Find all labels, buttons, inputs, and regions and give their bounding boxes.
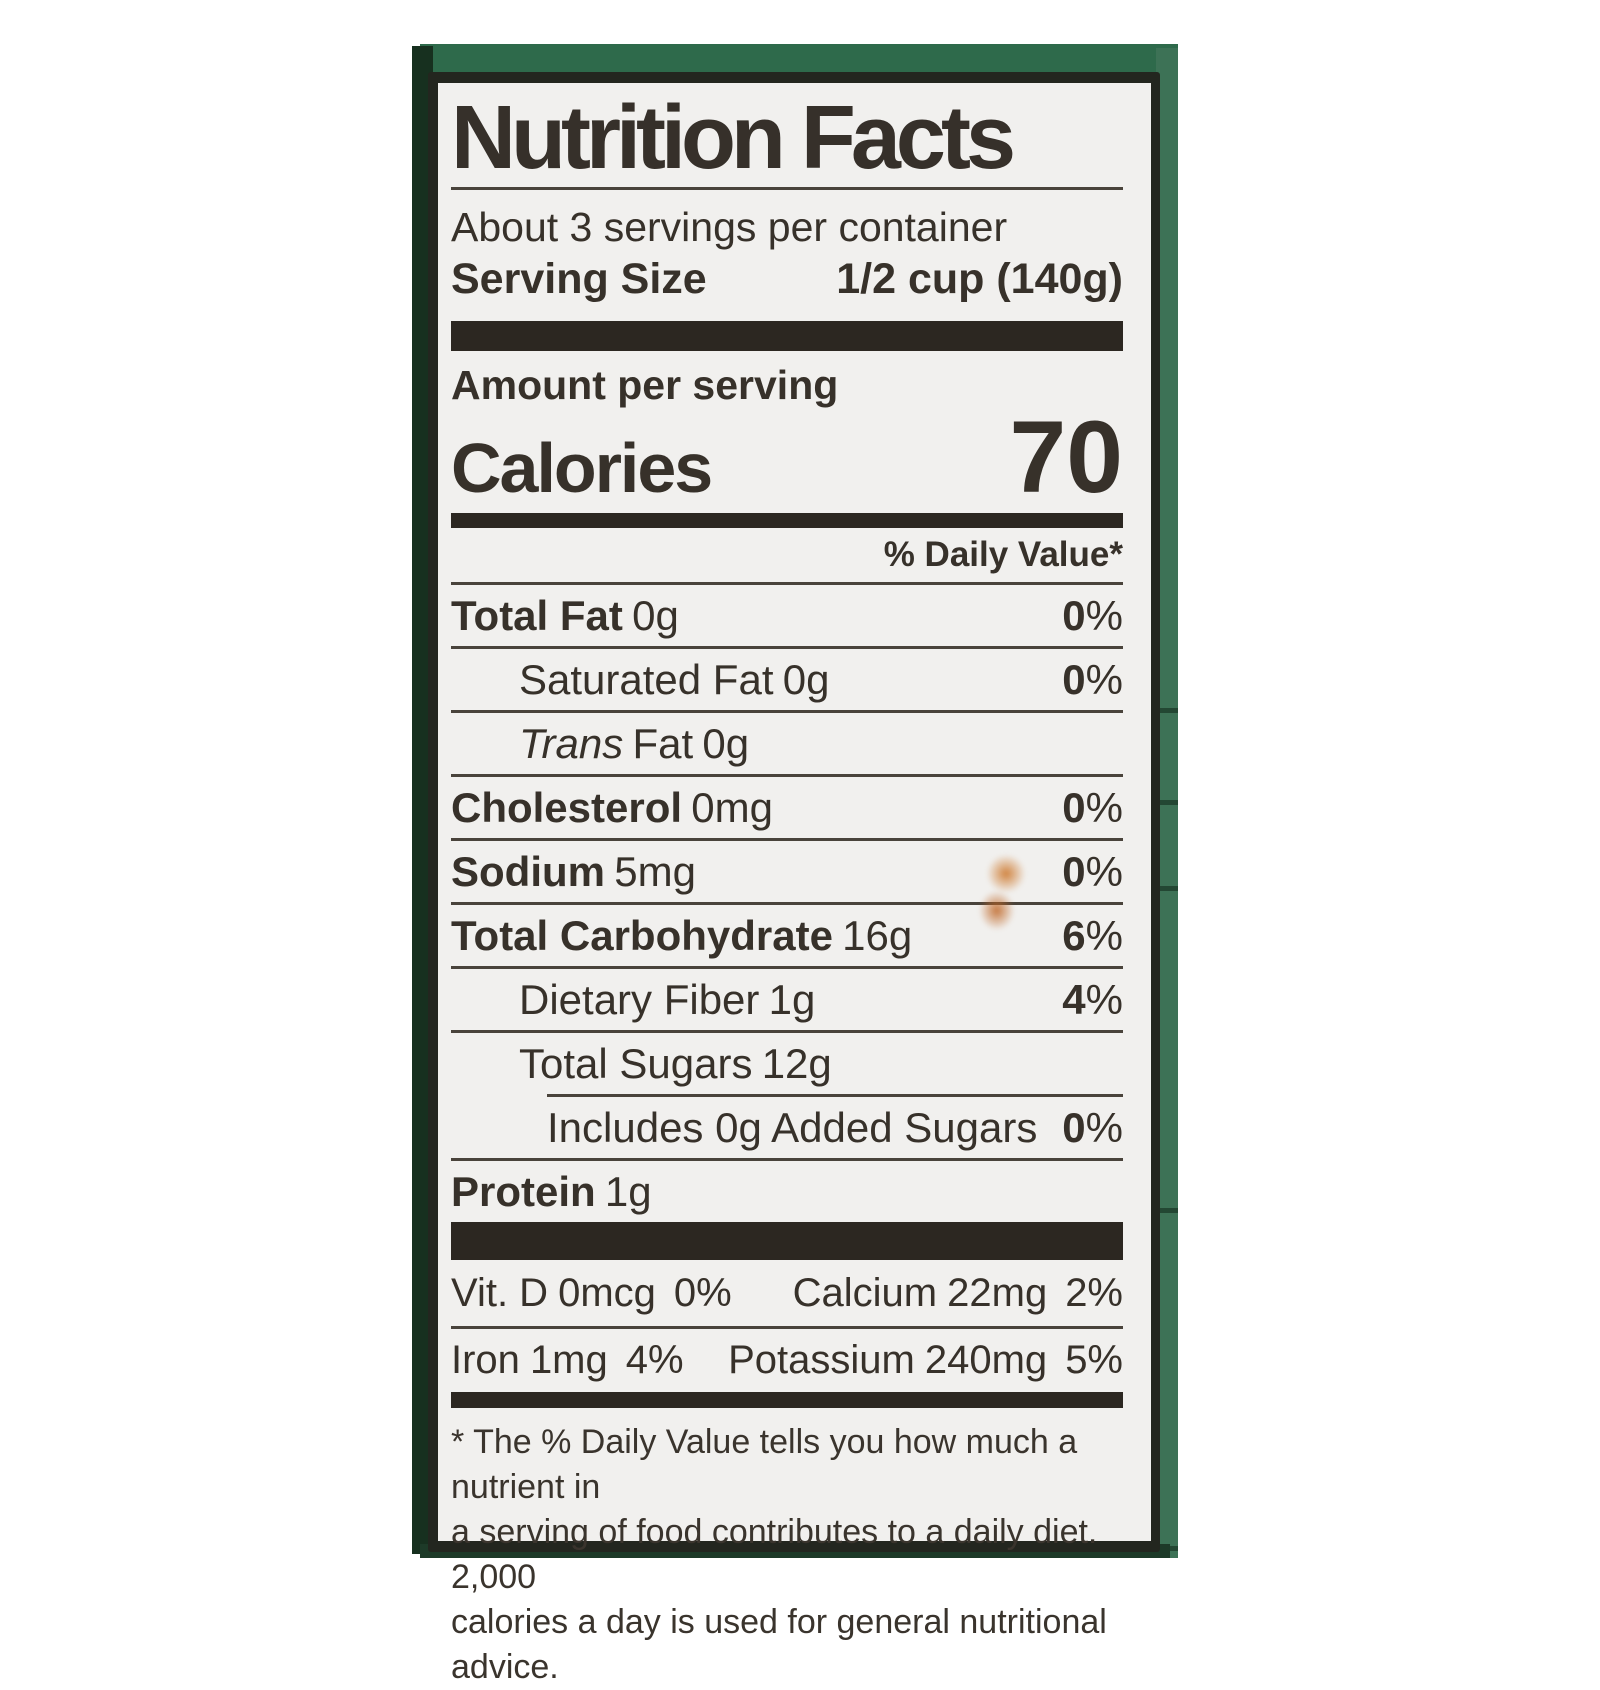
nutrient-name-and-amount: Total Carbohydrate 16g [451,911,913,959]
jar-ridge-line [1156,708,1178,713]
title-divider [451,187,1123,190]
nutrient-name-and-amount: Cholesterol 0mg [451,783,773,831]
amount-per-serving-label: Amount per serving [451,362,839,408]
nutrient-name-and-amount: Includes 0g Added Sugars [547,1103,1038,1151]
section-bar-medium [451,513,1123,528]
nutrient-name-and-amount: Total Sugars 12g [519,1039,832,1087]
calories-row: Calories 70 [451,400,1123,514]
nutrient-dv: 0% [1062,847,1123,895]
nutrient-row-cholesterol: Cholesterol 0mg 0% [451,774,1123,838]
potassium-cell: Potassium 240mg 5% [728,1338,1123,1382]
serving-size-row: Serving Size 1/2 cup (140g) [451,252,1123,306]
nutrient-dv: 0% [1062,1103,1123,1151]
micronutrient-row-1: Vit. D 0mcg 0% Calcium 22mg 2% [451,1260,1123,1326]
nutrient-row-added-sugars: Includes 0g Added Sugars 0% [547,1094,1123,1158]
micronutrient-row-2: Iron 1mg 4% Potassium 240mg 5% [451,1326,1123,1392]
nutrient-dv: 6% [1062,911,1123,959]
nutrient-name-and-amount: Saturated Fat 0g [519,655,830,703]
calcium-cell: Calcium 22mg 2% [792,1270,1123,1315]
jar-ridge-line [1156,886,1178,891]
nutrient-name-and-amount: Trans Fat 0g [519,719,750,767]
servings-per-container: About 3 servings per container [451,204,1008,250]
footnote-line: calories a day is used for general nutri… [451,1603,1107,1686]
nutrient-row-total-sugars: Total Sugars 12g [451,1030,1123,1094]
footnote-line: a serving of food contributes to a daily… [451,1513,1098,1596]
nutrient-dv: 0% [1062,655,1123,703]
calories-value: 70 [1009,400,1123,514]
serving-size-label: Serving Size [451,255,707,303]
iron-cell: Iron 1mg 4% [451,1338,684,1382]
nutrient-name-and-amount: Protein 1g [451,1167,652,1215]
nutrient-dv: 0% [1062,591,1123,639]
nutrient-row-protein: Protein 1g [451,1158,1123,1222]
nutrient-row-total-carbohydrate: Total Carbohydrate 16g 6% [451,902,1123,966]
vitamin-d-cell: Vit. D 0mcg 0% [451,1270,732,1315]
section-bar-thick-lower [451,1222,1123,1260]
nutrient-row-sodium: Sodium 5mg 0% [451,838,1123,902]
nutrient-row-saturated-fat: Saturated Fat 0g 0% [451,646,1123,710]
jar-ridge-line [1156,800,1178,805]
orange-stain [972,846,1034,938]
section-bar-thick [451,321,1123,351]
nutrient-row-trans-fat: Trans Fat 0g [451,710,1123,774]
nutrient-name-and-amount: Dietary Fiber 1g [519,975,816,1023]
nutrition-label: Nutrition Facts About 3 servings per con… [428,72,1160,1686]
jar-green-left-edge [412,46,433,1554]
nutrient-name-and-amount: Sodium 5mg [451,847,696,895]
nutrition-facts-title: Nutrition Facts [451,88,1016,188]
calories-label: Calories [451,429,713,507]
nutrition-label-inner: Nutrition Facts About 3 servings per con… [438,83,1151,1686]
footnote-line: * The % Daily Value tells you how much a… [451,1423,1078,1506]
section-bar-footnote [451,1392,1123,1408]
nutrient-dv: 4% [1062,975,1123,1023]
nutrient-row-total-fat: Total Fat 0g 0% [451,582,1123,646]
nutrient-name-and-amount: Total Fat 0g [451,591,679,639]
jar-ridge-line [1156,1208,1178,1213]
daily-value-footnote: * The % Daily Value tells you how much a… [451,1420,1123,1690]
nutrient-dv: 0% [1062,783,1123,831]
serving-size-value: 1/2 cup (140g) [836,255,1123,303]
label-content: Nutrition Facts About 3 servings per con… [438,83,1151,1686]
nutrient-row-dietary-fiber: Dietary Fiber 1g 4% [451,966,1123,1030]
daily-value-header: % Daily Value* [883,535,1123,574]
